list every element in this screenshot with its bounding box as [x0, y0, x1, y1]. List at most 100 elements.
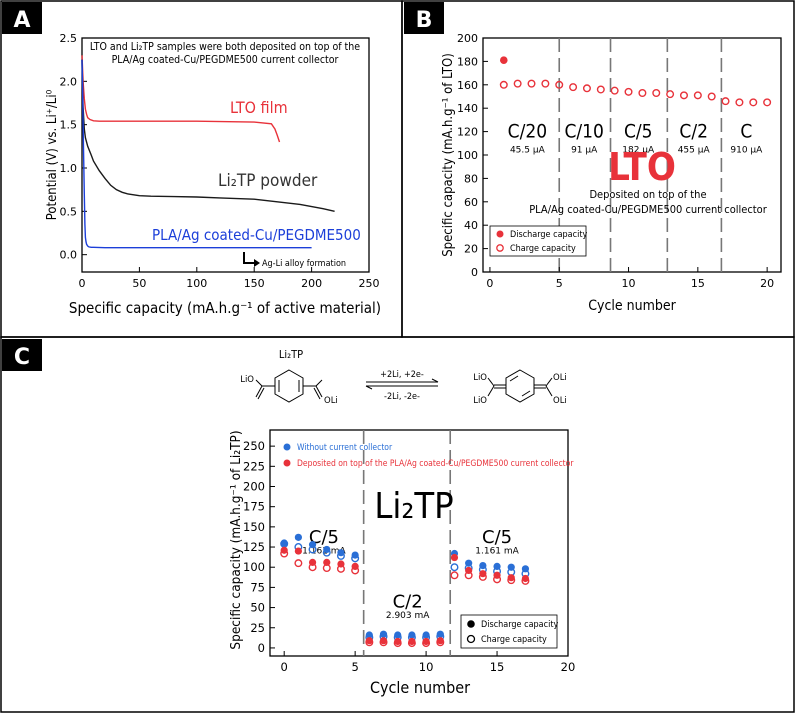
- chart-b-point: [527, 79, 536, 88]
- chart-c-rate-label: C/5: [309, 527, 339, 548]
- reverse-conditions: -2Li, -2e-: [384, 392, 420, 402]
- chart-c-point: [408, 631, 416, 639]
- chart-b-ytick-label: 80: [464, 172, 478, 185]
- chart-c-xtick-label: 5: [351, 660, 358, 674]
- panel-c-label: C: [14, 345, 30, 370]
- chart-c-point: [507, 574, 515, 582]
- panel-c-label-box: [2, 339, 42, 371]
- chart-b-rate-label: C/5: [624, 120, 653, 142]
- chart-c-dividers: [362, 430, 452, 656]
- chart-c-point: [365, 631, 373, 639]
- reactant-c-o-left-double: [257, 387, 265, 400]
- chart-c-point: [464, 571, 473, 580]
- chart-c-rate-label: C/2: [393, 592, 423, 613]
- chart-c-legend-box: [460, 614, 558, 649]
- legend-lto-film: LTO film: [230, 98, 288, 117]
- chart-c-xtick-label: 0: [281, 660, 288, 674]
- chart-c-legend-charge: Charge capacity: [481, 635, 547, 645]
- product-group-2: LiO: [473, 396, 487, 406]
- chart-b-legend-marker-discharge: [496, 230, 504, 238]
- chart-b-point: [610, 86, 619, 95]
- chart-b-note-2: PLA/Ag coated-Cu/PEGDME500 current colle…: [529, 203, 768, 216]
- chart-b-legend-discharge: Discharge capacity: [510, 230, 588, 240]
- chart-c-rate-current: 2.903 mA: [386, 611, 430, 621]
- chart-b-ytick-label: 120: [457, 126, 478, 139]
- chart-a-xtick-label: 150: [244, 277, 265, 290]
- product-group-4: OLi: [553, 396, 567, 406]
- chart-b-point: [624, 87, 633, 96]
- chart-b-legend-box: [489, 225, 587, 257]
- chart-b-rate-label: C/10: [564, 120, 603, 142]
- chart-c-point: [507, 576, 516, 585]
- chart-b-note-1: Deposited on top of the: [589, 188, 706, 201]
- chart-c-point: [450, 563, 459, 572]
- chart-a-series-line-0: [81, 55, 281, 143]
- chart-b-point: [666, 90, 675, 99]
- reactant-co-right: [315, 379, 323, 387]
- chart-c-ytick-label: 200: [243, 480, 265, 494]
- chart-a-ticks: 0 50 100 150 200 250 0.0 0.5 1.0 1.5 2.0 2.5: [60, 32, 380, 290]
- chart-c-point: [379, 630, 388, 638]
- chart-a-xlabel: Specific capacity (mA.h.g⁻¹ of active ma…: [69, 299, 381, 317]
- chart-b-rate-current: 45.5 µA: [510, 146, 546, 156]
- chart-c-ylabel: Specific capacity (mA.h.g⁻¹ of Li₂TP): [228, 430, 244, 649]
- legend-li2tp-powder: Li₂TP powder: [218, 171, 318, 191]
- chart-a-xtick-label: 0: [79, 277, 86, 290]
- chart-b-point: [693, 91, 702, 100]
- chart-b-point: [763, 98, 772, 107]
- chart-c-point: [308, 545, 317, 554]
- chart-c-ytick-label: 225: [243, 459, 265, 473]
- chart-c-point: [478, 572, 487, 581]
- product-ring: [505, 369, 535, 403]
- chart-c-point: [393, 639, 402, 648]
- chart-b-point: [541, 79, 550, 88]
- chart-b-point: [679, 91, 688, 100]
- chart-c-legend-marker-discharge: [467, 620, 475, 628]
- forward-arrowhead: [431, 378, 439, 383]
- chart-c-points: [280, 533, 530, 648]
- panel-b-label-box: [404, 2, 444, 34]
- legend-pla-ag: PLA/Ag coated-Cu/PEGDME500: [152, 226, 361, 244]
- reactant-label: Li₂TP: [279, 348, 303, 361]
- chart-c-point: [493, 575, 502, 584]
- chart-c-big-label: Li₂TP: [374, 486, 453, 527]
- chart-a-note-2: PLA/Ag coated-Cu/PEGDME500 current colle…: [112, 54, 339, 66]
- chart-c-point: [294, 533, 302, 541]
- chart-c-rate-label: C/5: [482, 527, 512, 548]
- chart-b-point: [499, 80, 508, 89]
- chart-c-point: [436, 638, 445, 647]
- chart-a-xtick-label: 50: [132, 277, 146, 290]
- chart-c-point: [422, 639, 431, 648]
- chart-b-point: [513, 79, 522, 88]
- chart-c-point: [436, 630, 444, 638]
- reactant-c-o-left: [255, 385, 263, 398]
- chart-a-plot-area: [81, 37, 370, 273]
- panel-c-frame: [0, 336, 795, 713]
- chart-c-legend-marker-charge: [466, 634, 476, 644]
- product-group-3: OLi: [553, 373, 567, 383]
- chart-c-ytick-label: 125: [243, 540, 265, 554]
- chart-b-ytick-label: 160: [457, 79, 478, 92]
- chart-a-series-line-1: [81, 59, 335, 212]
- chart-c-xtick-label: 15: [490, 660, 505, 674]
- reactant-group-right: OLi: [324, 396, 338, 406]
- panel-a-label-box: [2, 2, 42, 34]
- chart-b-point: [652, 88, 661, 97]
- chart-b-big-label: LTO: [608, 145, 676, 189]
- chart-b-rate-current: 910 µA: [730, 146, 763, 156]
- product-o-right-bottom: [545, 385, 553, 397]
- chart-c-point: [280, 549, 289, 558]
- chart-b-ytick-label: 200: [457, 32, 478, 45]
- chart-b-points: [499, 56, 772, 107]
- chart-c-point: [450, 571, 459, 580]
- chart-b-xtick-label: 0: [486, 277, 493, 290]
- forward-conditions: +2Li, +2e-: [380, 370, 424, 380]
- chart-c-point: [365, 638, 374, 647]
- chart-c-ytick-label: 100: [243, 560, 265, 574]
- chart-c-legend-discharge: Discharge capacity: [481, 620, 559, 630]
- chart-b-xtick-label: 20: [760, 277, 774, 290]
